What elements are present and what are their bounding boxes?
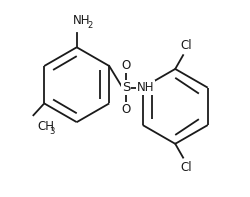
Text: 2: 2 [87, 21, 92, 30]
Text: Cl: Cl [180, 39, 192, 52]
Text: S: S [122, 81, 130, 94]
Text: O: O [121, 59, 130, 72]
Text: 3: 3 [50, 126, 55, 136]
Text: NH: NH [137, 81, 154, 94]
Text: NH: NH [73, 14, 90, 27]
Text: O: O [121, 103, 130, 116]
Text: Cl: Cl [180, 161, 192, 174]
Text: CH: CH [37, 120, 54, 133]
